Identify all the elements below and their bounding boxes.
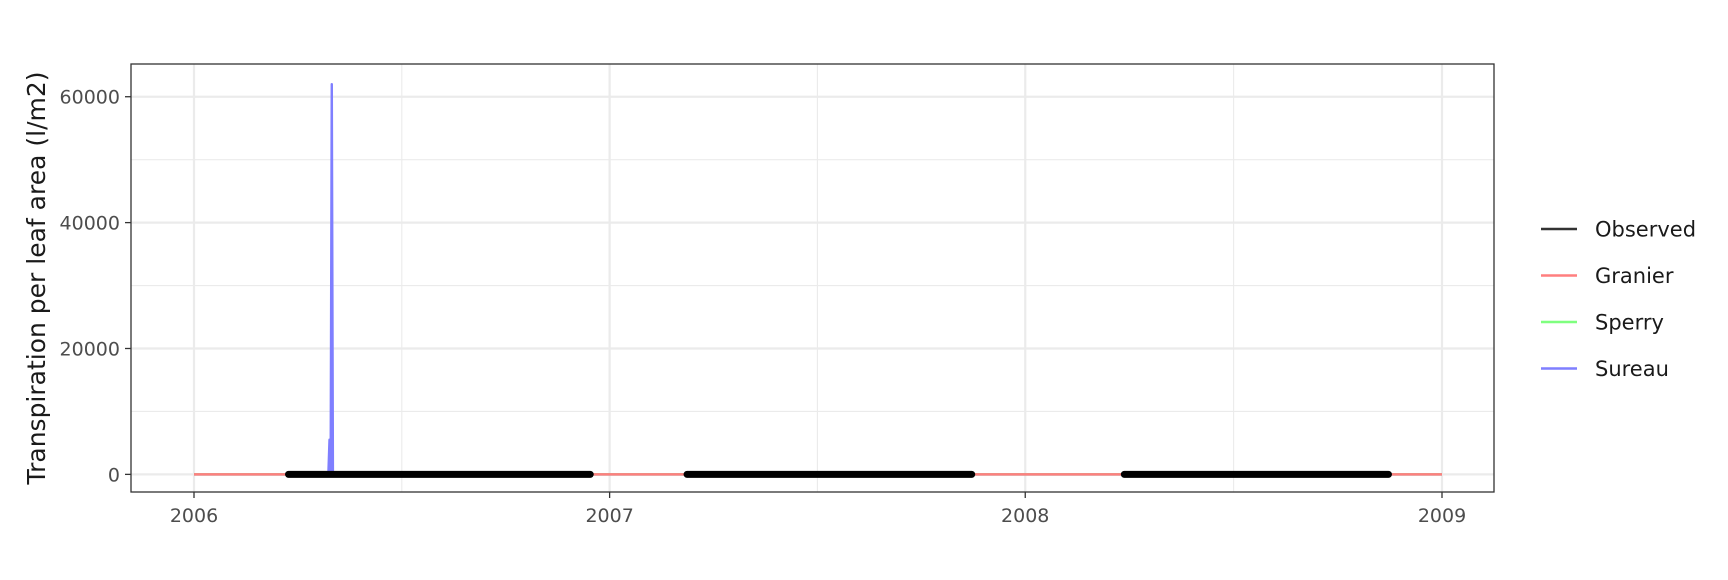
legend-label-sperry: Sperry <box>1595 311 1664 335</box>
legend-label-granier: Granier <box>1595 264 1674 288</box>
x-tick-label: 2006 <box>170 505 218 527</box>
gridlines <box>131 64 1494 492</box>
y-tick-label: 40000 <box>60 213 120 235</box>
axis-ticks: 0 20000 40000 60000 2006 2007 2008 2009 <box>60 87 1467 527</box>
y-tick-label: 20000 <box>60 338 120 360</box>
legend-label-observed: Observed <box>1595 218 1696 242</box>
legend-label-sureau: Sureau <box>1595 357 1669 381</box>
y-tick-label: 60000 <box>60 87 120 109</box>
y-axis-title: Transpiration per leaf area (l/m2) <box>22 71 51 485</box>
panel-border <box>130 63 1495 493</box>
legend: Observed Granier Sperry Sureau <box>1541 218 1696 381</box>
y-tick-label: 0 <box>108 464 120 486</box>
x-tick-label: 2007 <box>585 505 633 527</box>
x-tick-label: 2009 <box>1418 505 1466 527</box>
x-tick-label: 2008 <box>1001 505 1049 527</box>
series-lines <box>194 82 1442 478</box>
series-line-sureau <box>194 82 1442 476</box>
